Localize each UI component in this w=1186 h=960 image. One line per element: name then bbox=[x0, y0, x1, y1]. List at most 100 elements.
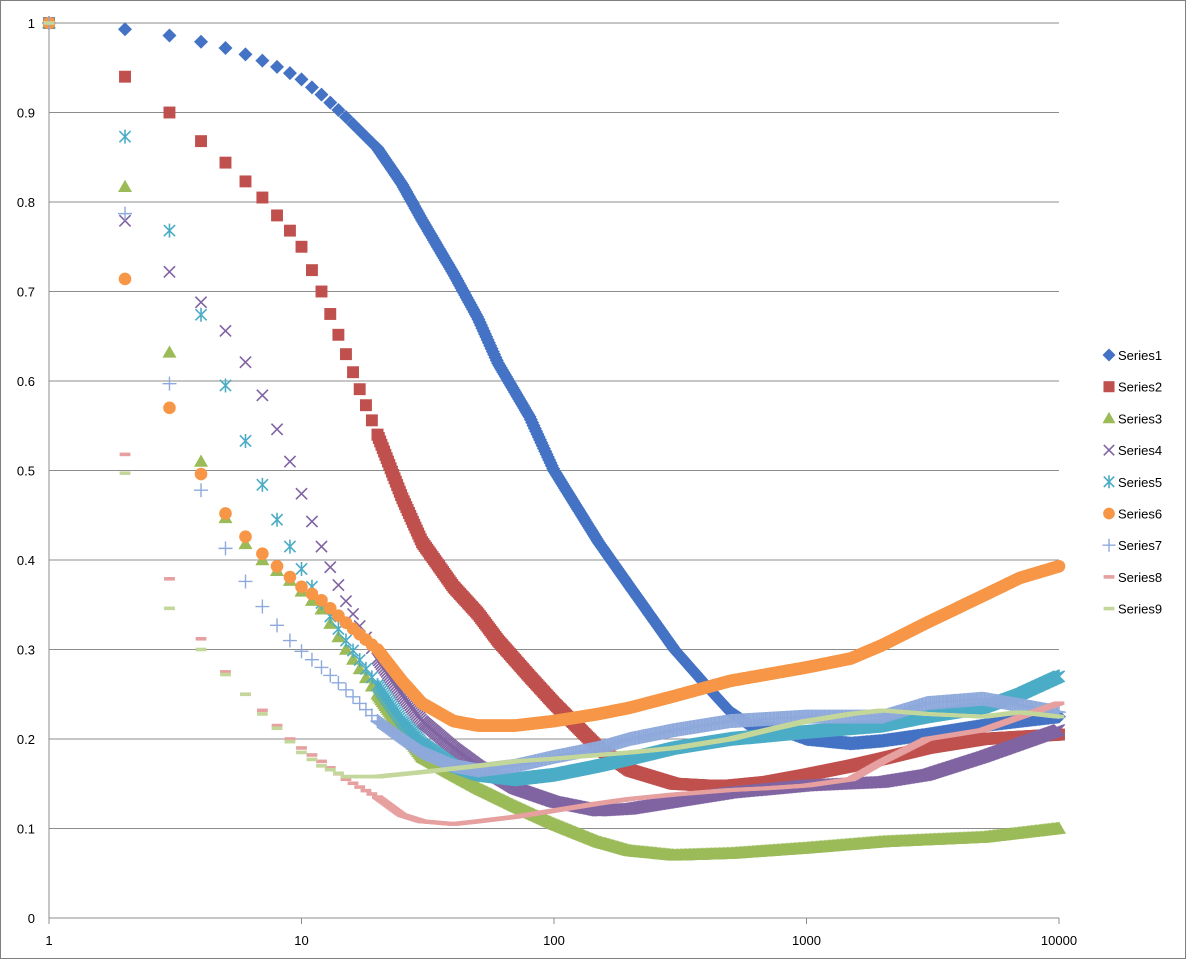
legend-entry-series8: Series8 bbox=[1103, 570, 1162, 585]
data-point bbox=[163, 223, 176, 238]
data-point bbox=[324, 560, 337, 574]
legend-marker bbox=[1103, 444, 1115, 456]
data-point bbox=[195, 647, 207, 652]
data-point bbox=[270, 618, 285, 633]
legend-label: Series1 bbox=[1118, 348, 1162, 363]
data-point bbox=[315, 285, 328, 298]
data-point bbox=[296, 750, 307, 755]
data-point bbox=[219, 324, 232, 338]
data-point bbox=[256, 477, 269, 492]
data-point bbox=[365, 414, 378, 427]
data-point bbox=[331, 103, 346, 118]
data-point bbox=[283, 224, 296, 237]
data-point bbox=[118, 214, 132, 227]
data-point bbox=[1052, 669, 1066, 684]
data-point bbox=[194, 467, 208, 481]
legend-label: Series8 bbox=[1118, 570, 1162, 585]
data-point bbox=[364, 708, 379, 723]
data-point bbox=[118, 22, 133, 37]
data-point bbox=[256, 389, 269, 402]
data-point bbox=[162, 345, 177, 358]
data-point bbox=[270, 512, 284, 527]
data-point bbox=[347, 781, 359, 786]
data-point bbox=[255, 53, 270, 68]
data-point bbox=[194, 34, 209, 49]
data-point bbox=[294, 72, 309, 87]
data-point bbox=[283, 539, 297, 554]
x-tick-label: 1 bbox=[45, 933, 52, 948]
data-point bbox=[118, 206, 133, 221]
data-point bbox=[305, 587, 319, 601]
data-point bbox=[119, 452, 131, 457]
data-point bbox=[118, 272, 132, 286]
y-tick-label: 1 bbox=[28, 16, 35, 31]
data-point bbox=[314, 660, 329, 675]
legend-label: Series9 bbox=[1118, 602, 1162, 617]
legend-label: Series5 bbox=[1118, 475, 1162, 490]
data-point bbox=[1053, 714, 1065, 719]
x-tick-label: 1000 bbox=[792, 933, 821, 948]
data-point bbox=[314, 87, 329, 102]
data-point bbox=[239, 356, 252, 369]
data-point bbox=[295, 561, 308, 576]
x-tick-label: 10 bbox=[294, 933, 308, 948]
data-point bbox=[316, 759, 327, 764]
data-point bbox=[194, 483, 209, 498]
series-series2 bbox=[43, 17, 1065, 792]
legend-entry-series3: Series3 bbox=[1102, 411, 1162, 426]
data-point bbox=[332, 328, 345, 341]
data-point bbox=[282, 66, 297, 81]
data-point bbox=[194, 454, 209, 467]
data-point bbox=[338, 682, 353, 697]
legend-marker bbox=[1103, 507, 1115, 520]
data-point bbox=[304, 80, 319, 95]
data-point bbox=[162, 28, 177, 43]
data-point bbox=[296, 746, 307, 750]
y-tick-label: 0.8 bbox=[17, 195, 35, 210]
data-point bbox=[240, 692, 251, 697]
legend-marker bbox=[1103, 381, 1115, 393]
y-tick-label: 0.7 bbox=[17, 285, 35, 300]
axis-layer: 00.10.20.30.40.50.60.70.80.911 10 100 1000 1… bbox=[17, 16, 1077, 948]
legend-marker bbox=[1103, 475, 1115, 489]
data-point bbox=[238, 47, 253, 62]
data-point bbox=[365, 670, 379, 685]
data-point bbox=[323, 602, 337, 615]
series-series9 bbox=[43, 21, 1065, 779]
y-tick-label: 0.3 bbox=[17, 643, 35, 658]
legend-label: Series4 bbox=[1118, 443, 1162, 458]
data-point bbox=[270, 559, 284, 573]
legend-entry-series6: Series6 bbox=[1103, 507, 1162, 522]
data-point bbox=[332, 771, 344, 776]
data-point bbox=[119, 70, 131, 83]
data-point bbox=[323, 668, 338, 683]
data-point bbox=[331, 675, 346, 690]
data-point bbox=[218, 41, 233, 56]
data-point bbox=[118, 179, 133, 193]
data-point bbox=[195, 135, 207, 148]
data-point bbox=[282, 633, 297, 648]
legend-entry-series7: Series7 bbox=[1102, 538, 1162, 553]
data-point bbox=[164, 606, 175, 611]
data-point bbox=[346, 689, 361, 704]
data-point bbox=[346, 652, 361, 665]
data-point bbox=[366, 792, 378, 796]
legend-marker bbox=[1102, 348, 1116, 362]
data-point bbox=[256, 712, 268, 716]
data-point bbox=[306, 757, 318, 762]
y-tick-label: 0.6 bbox=[17, 374, 35, 389]
data-point bbox=[163, 265, 176, 278]
data-point bbox=[1052, 723, 1066, 737]
data-point bbox=[305, 515, 319, 528]
legend-marker bbox=[1102, 538, 1116, 552]
data-point bbox=[295, 580, 308, 594]
data-point bbox=[304, 652, 319, 667]
legend: Series1Series2Series3Series4Series5Serie… bbox=[1102, 348, 1162, 617]
series-layer bbox=[42, 16, 1066, 861]
data-point bbox=[220, 672, 231, 677]
data-point bbox=[163, 106, 176, 119]
data-point bbox=[324, 767, 336, 772]
series-series7 bbox=[42, 16, 1066, 778]
y-tick-label: 0.2 bbox=[17, 732, 35, 747]
